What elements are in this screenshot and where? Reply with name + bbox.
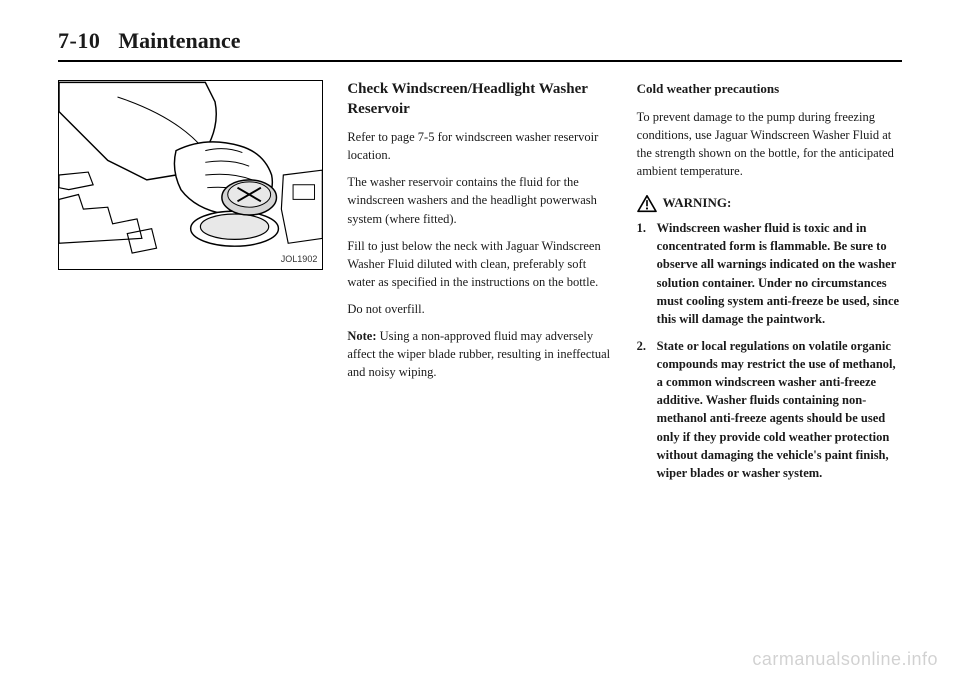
column-figure: JOL1902 [58, 80, 323, 491]
warning-item-1: Windscreen washer fluid is toxic and in … [637, 219, 902, 328]
warning-item-2: State or local regulations on volatile o… [637, 337, 902, 482]
content-columns: JOL1902 Check Windscreen/Headlight Washe… [58, 80, 902, 491]
page-header: 7-10 Maintenance [58, 28, 902, 62]
watermark: carmanualsonline.info [752, 649, 938, 670]
page-number: 7-10 [58, 28, 100, 53]
note-text: Using a non-approved fluid may adversely… [347, 329, 610, 379]
fill-instructions-text: Fill to just below the neck with Jaguar … [347, 237, 612, 291]
warning-block: WARNING: Windscreen washer fluid is toxi… [637, 194, 902, 482]
refer-page-text: Refer to page 7-5 for windscreen washer … [347, 128, 612, 164]
cold-weather-heading: Cold weather precautions [637, 80, 902, 99]
reservoir-illustration [59, 81, 322, 269]
figure-label: JOL1902 [281, 253, 318, 266]
check-reservoir-heading: Check Windscreen/Headlight Washer Reserv… [347, 80, 612, 119]
note-label: Note: [347, 329, 376, 343]
section-title: Maintenance [118, 28, 240, 53]
reservoir-contains-text: The washer reservoir contains the fluid … [347, 173, 612, 227]
warning-icon [637, 195, 657, 213]
column-precautions: Cold weather precautions To prevent dama… [637, 80, 902, 491]
note-paragraph: Note: Using a non-approved fluid may adv… [347, 327, 612, 381]
warning-label: WARNING: [663, 194, 732, 213]
column-instructions: Check Windscreen/Headlight Washer Reserv… [347, 80, 612, 491]
do-not-overfill-text: Do not overfill. [347, 300, 612, 318]
manual-page: 7-10 Maintenance [0, 0, 960, 511]
washer-reservoir-figure: JOL1902 [58, 80, 323, 270]
cold-weather-text: To prevent damage to the pump during fre… [637, 108, 902, 181]
warning-header: WARNING: [637, 194, 902, 213]
warning-list: Windscreen washer fluid is toxic and in … [637, 219, 902, 482]
